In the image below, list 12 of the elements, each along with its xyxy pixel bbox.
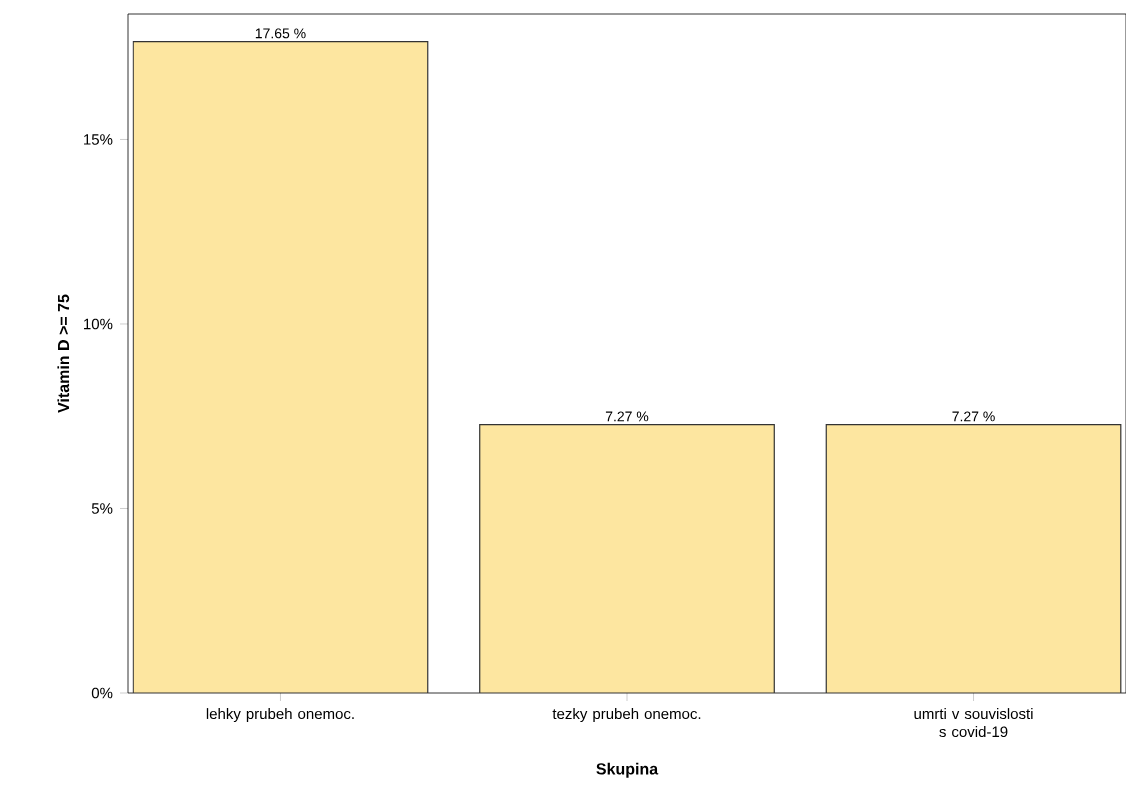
x-tick-label: umrti v souvislosti s covid-19 — [914, 708, 1033, 738]
y-tick-label: 15% — [84, 134, 113, 145]
y-tick-label: 0% — [91, 687, 113, 699]
x-tick-label: lehky prubeh onemoc. — [206, 708, 354, 723]
y-tick-label: 5% — [91, 503, 113, 514]
data-label: 7.27 % — [952, 411, 995, 422]
y-tick-label: 10% — [84, 318, 113, 330]
x-tick-label: tezky prubeh onemoc. — [552, 708, 701, 723]
data-label: 7.27 % — [605, 411, 649, 422]
data-label: 17.65 % — [255, 28, 306, 39]
x-axis-title: Skupina — [596, 762, 659, 778]
y-axis-title: Vitamin D >= 75 — [57, 294, 70, 413]
